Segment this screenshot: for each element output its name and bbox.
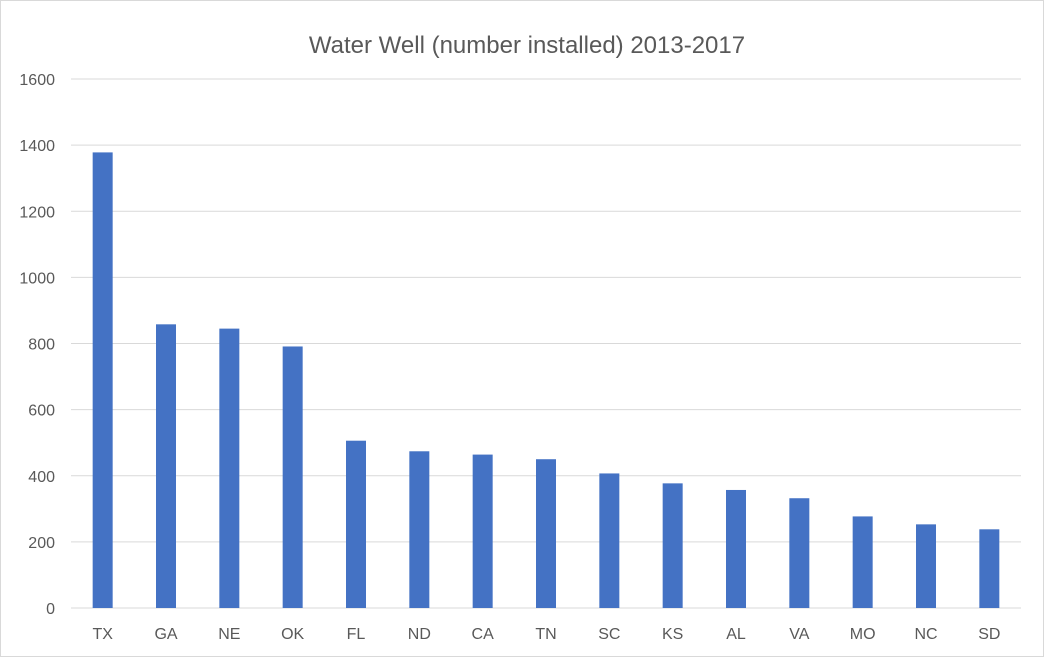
y-tick-label: 1600	[19, 72, 55, 89]
bar-tx	[92, 152, 113, 608]
bar-mo	[852, 516, 873, 608]
x-tick-label-tn: TN	[535, 626, 556, 643]
bar-ga	[156, 324, 176, 608]
bar-tn	[536, 459, 556, 608]
bar-nd	[409, 451, 430, 608]
x-tick-label-ok: OK	[281, 626, 304, 643]
bar-sd	[979, 529, 1000, 608]
x-tick-label-tx: TX	[92, 626, 113, 643]
y-tick-label: 800	[28, 337, 55, 354]
bar-sc	[599, 473, 620, 608]
chart-title: Water Well (number installed) 2013-2017	[309, 32, 745, 59]
x-tick-label-ga: GA	[154, 626, 177, 643]
bar-ks	[662, 483, 683, 608]
x-tick-label-ne: NE	[218, 626, 240, 643]
bar-ne	[219, 328, 240, 608]
x-tick-label-al: AL	[726, 626, 746, 643]
x-tick-label-nc: NC	[914, 626, 937, 643]
x-tick-label-sd: SD	[978, 626, 1000, 643]
bars	[92, 152, 1000, 608]
x-tick-label-ks: KS	[662, 626, 683, 643]
bar-al	[726, 489, 746, 608]
bar-ca	[472, 454, 493, 608]
y-tick-label: 0	[46, 601, 55, 618]
x-tick-label-mo: MO	[850, 626, 876, 643]
y-tick-label: 1200	[19, 204, 55, 221]
x-axis-tick-labels: TX GA NE OK FL ND CA TN SC KS AL VA MO NC SD	[92, 626, 1000, 643]
y-axis-tick-labels: 0 200 400 600 800 1000 1200 1400 1600	[19, 72, 55, 618]
bar-nc	[916, 524, 936, 608]
y-tick-label: 400	[28, 469, 55, 486]
bar-ok	[282, 346, 303, 608]
x-tick-label-sc: SC	[598, 626, 620, 643]
y-tick-label: 600	[28, 403, 55, 420]
y-tick-label: 1400	[19, 138, 55, 155]
y-tick-label: 1000	[19, 270, 55, 287]
bar-va	[789, 498, 810, 608]
x-tick-label-fl: FL	[347, 626, 366, 643]
y-tick-label: 200	[28, 535, 55, 552]
x-tick-label-va: VA	[789, 626, 809, 643]
bar-fl	[346, 440, 366, 608]
x-tick-label-nd: ND	[408, 626, 431, 643]
x-tick-label-ca: CA	[472, 626, 495, 643]
